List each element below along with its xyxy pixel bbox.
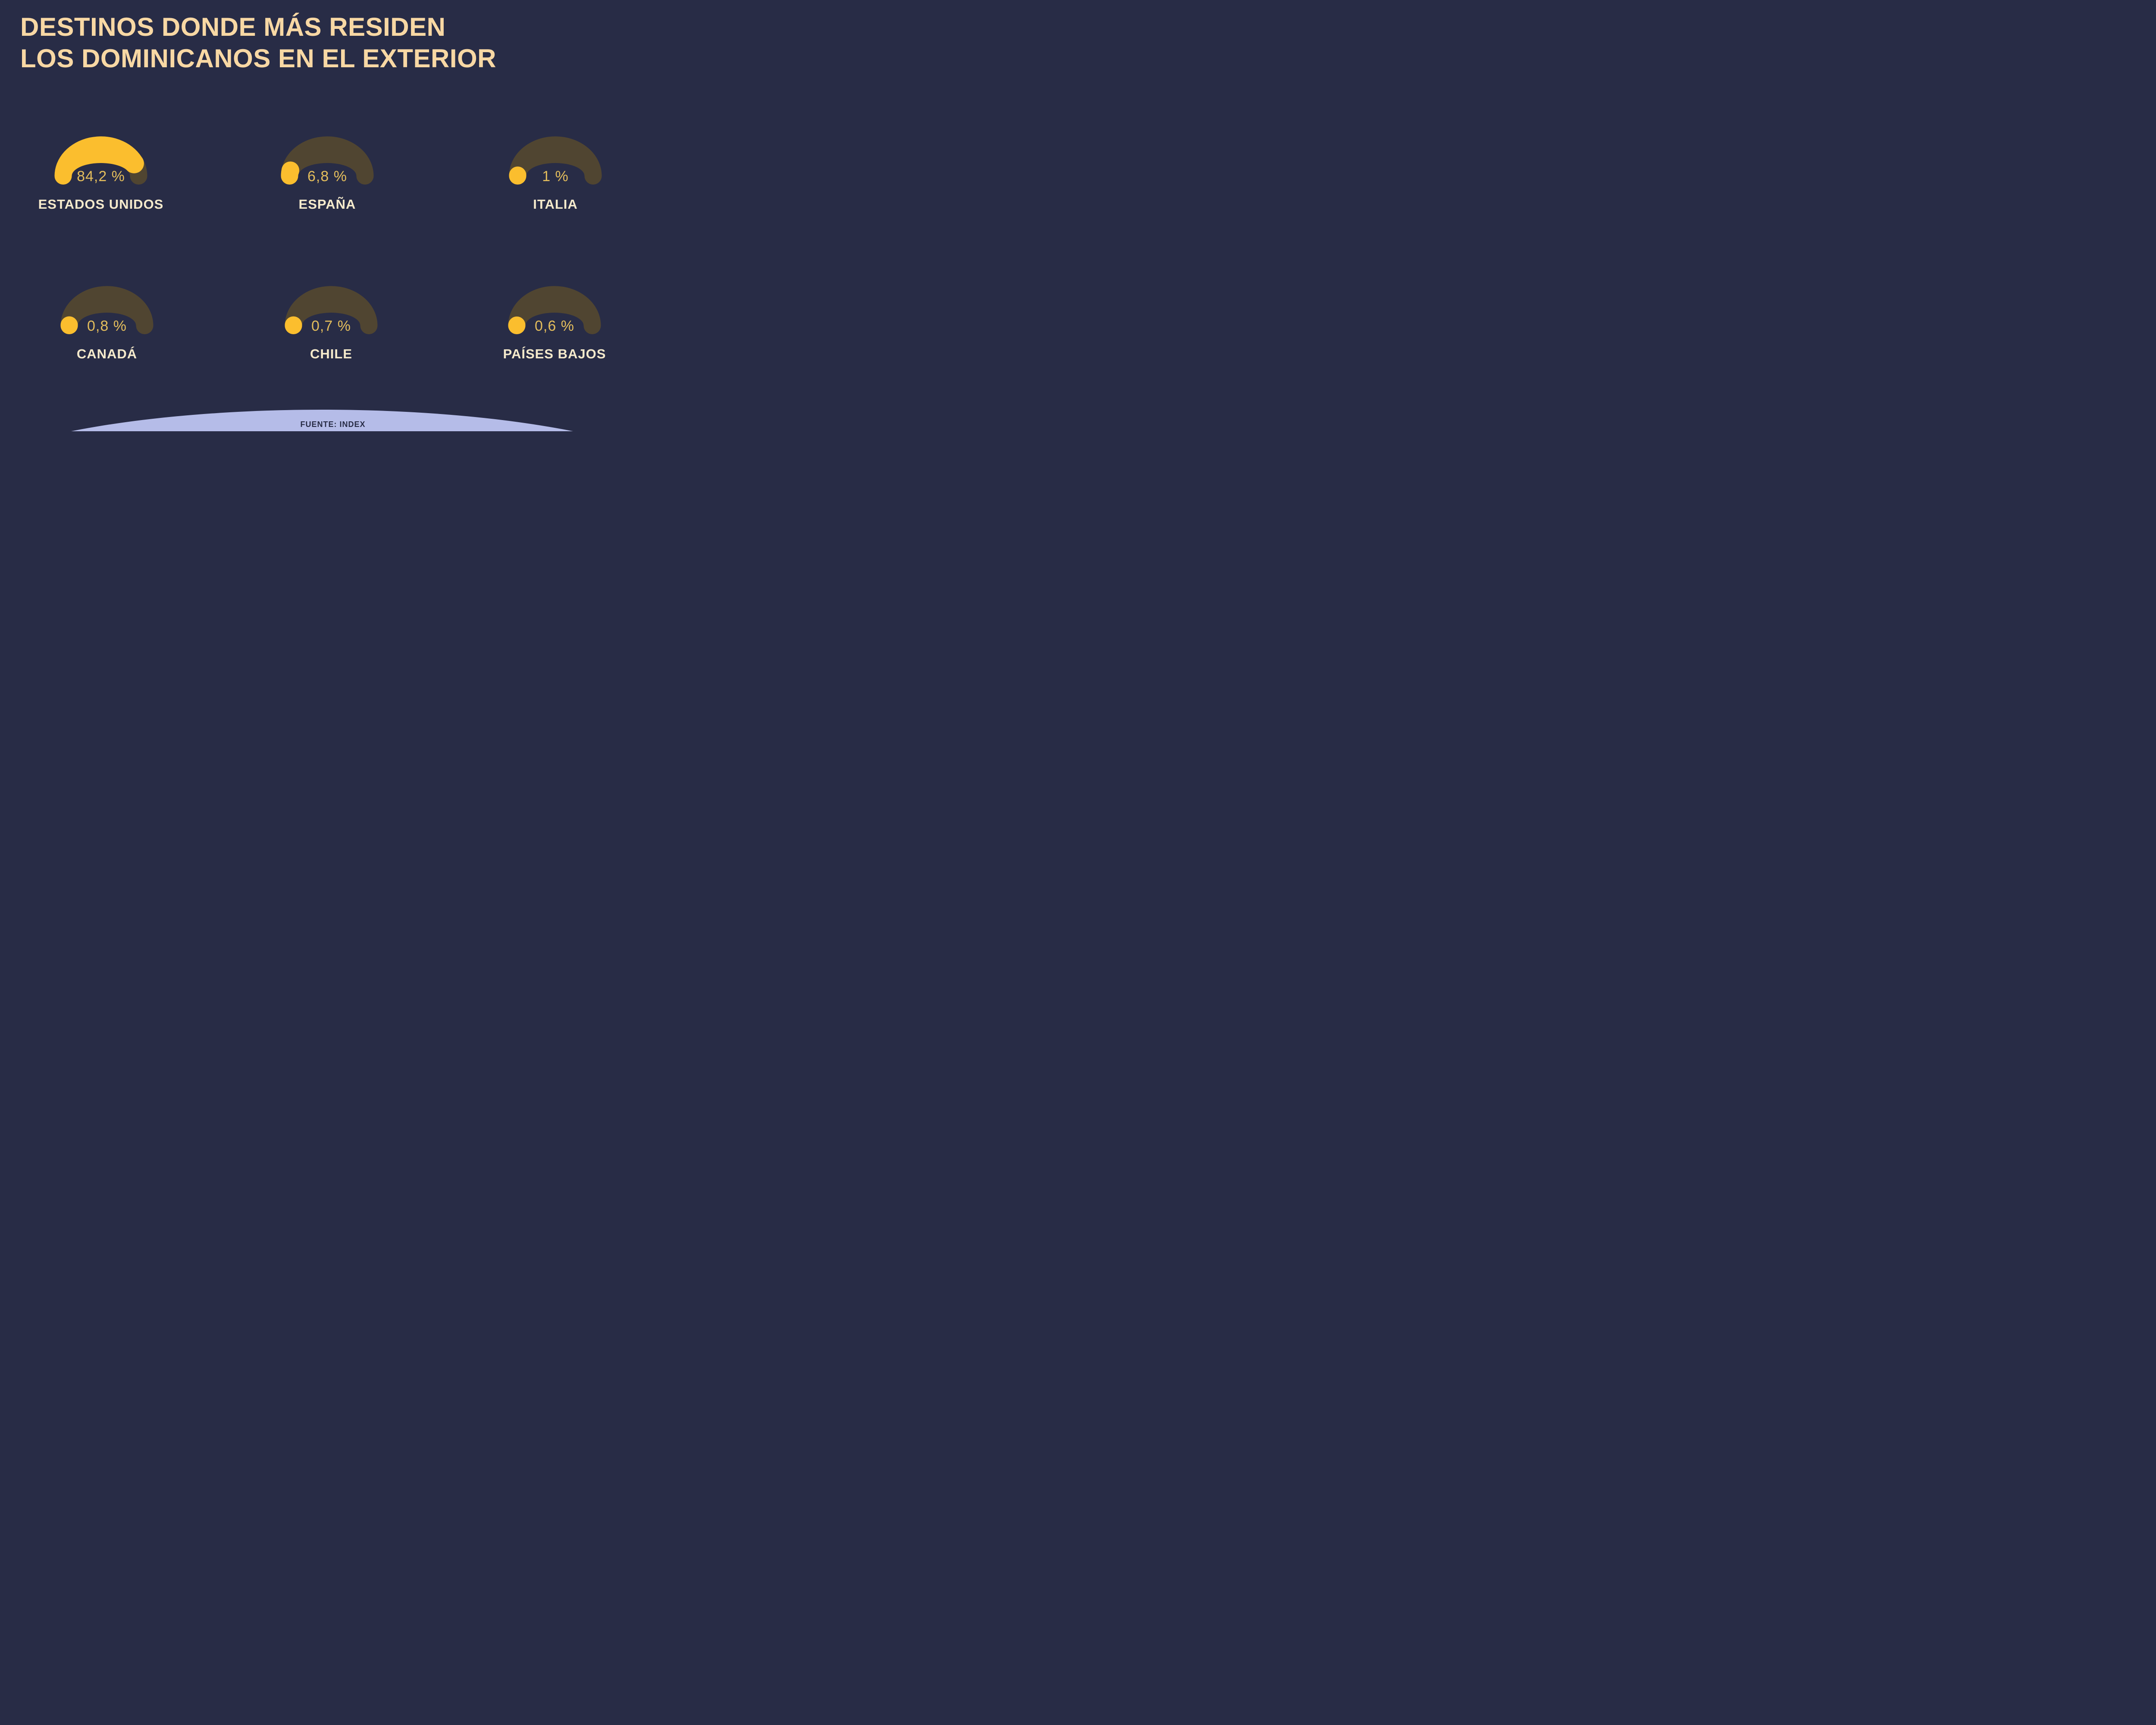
source-label: FUENTE: INDEX: [300, 420, 366, 429]
gauge-value: 84,2 %: [77, 168, 125, 185]
gauge-label: CHILE: [310, 346, 352, 361]
gauge-label: ITALIA: [533, 197, 578, 212]
gauge-espana: 6,8 % ESPAÑA: [271, 121, 383, 213]
gauge-label: CANADÁ: [76, 346, 138, 361]
gauge-arc: [281, 136, 374, 185]
page-title: DESTINOS DONDE MÁS RESIDEN LOS DOMINICAN…: [20, 11, 496, 74]
gauge-chile: 0,7 % CHILE: [275, 270, 387, 363]
infographic-canvas: DESTINOS DONDE MÁS RESIDEN LOS DOMINICAN…: [0, 0, 647, 431]
gauge-value: 6,8 %: [307, 168, 347, 185]
gauge-arc: [54, 136, 147, 185]
gauge-label: PAÍSES BAJOS: [503, 346, 606, 361]
gauge-value: 0,8 %: [87, 318, 127, 334]
gauge-label: ESPAÑA: [298, 197, 356, 212]
page-title-line1: DESTINOS DONDE MÁS RESIDEN: [20, 13, 446, 41]
gauge-arc: [285, 286, 378, 334]
gauge-arc: [509, 136, 602, 185]
gauge-label: ESTADOS UNIDOS: [38, 197, 164, 212]
gauge-value: 0,6 %: [535, 318, 574, 334]
gauge-value: 0,7 %: [311, 318, 351, 334]
gauge-arc: [60, 286, 154, 334]
gauge-italia: 1 % ITALIA: [499, 121, 611, 213]
gauge-paises-bajos: 0,6 % PAÍSES BAJOS: [498, 270, 611, 363]
page-title-line2: LOS DOMINICANOS EN EL EXTERIOR: [20, 44, 496, 73]
gauge-canada: 0,8 % CANADÁ: [51, 270, 163, 363]
gauge-value: 1 %: [542, 168, 569, 185]
gauge-arc: [508, 286, 601, 334]
gauge-estados-unidos: 84,2 % ESTADOS UNIDOS: [38, 121, 163, 213]
